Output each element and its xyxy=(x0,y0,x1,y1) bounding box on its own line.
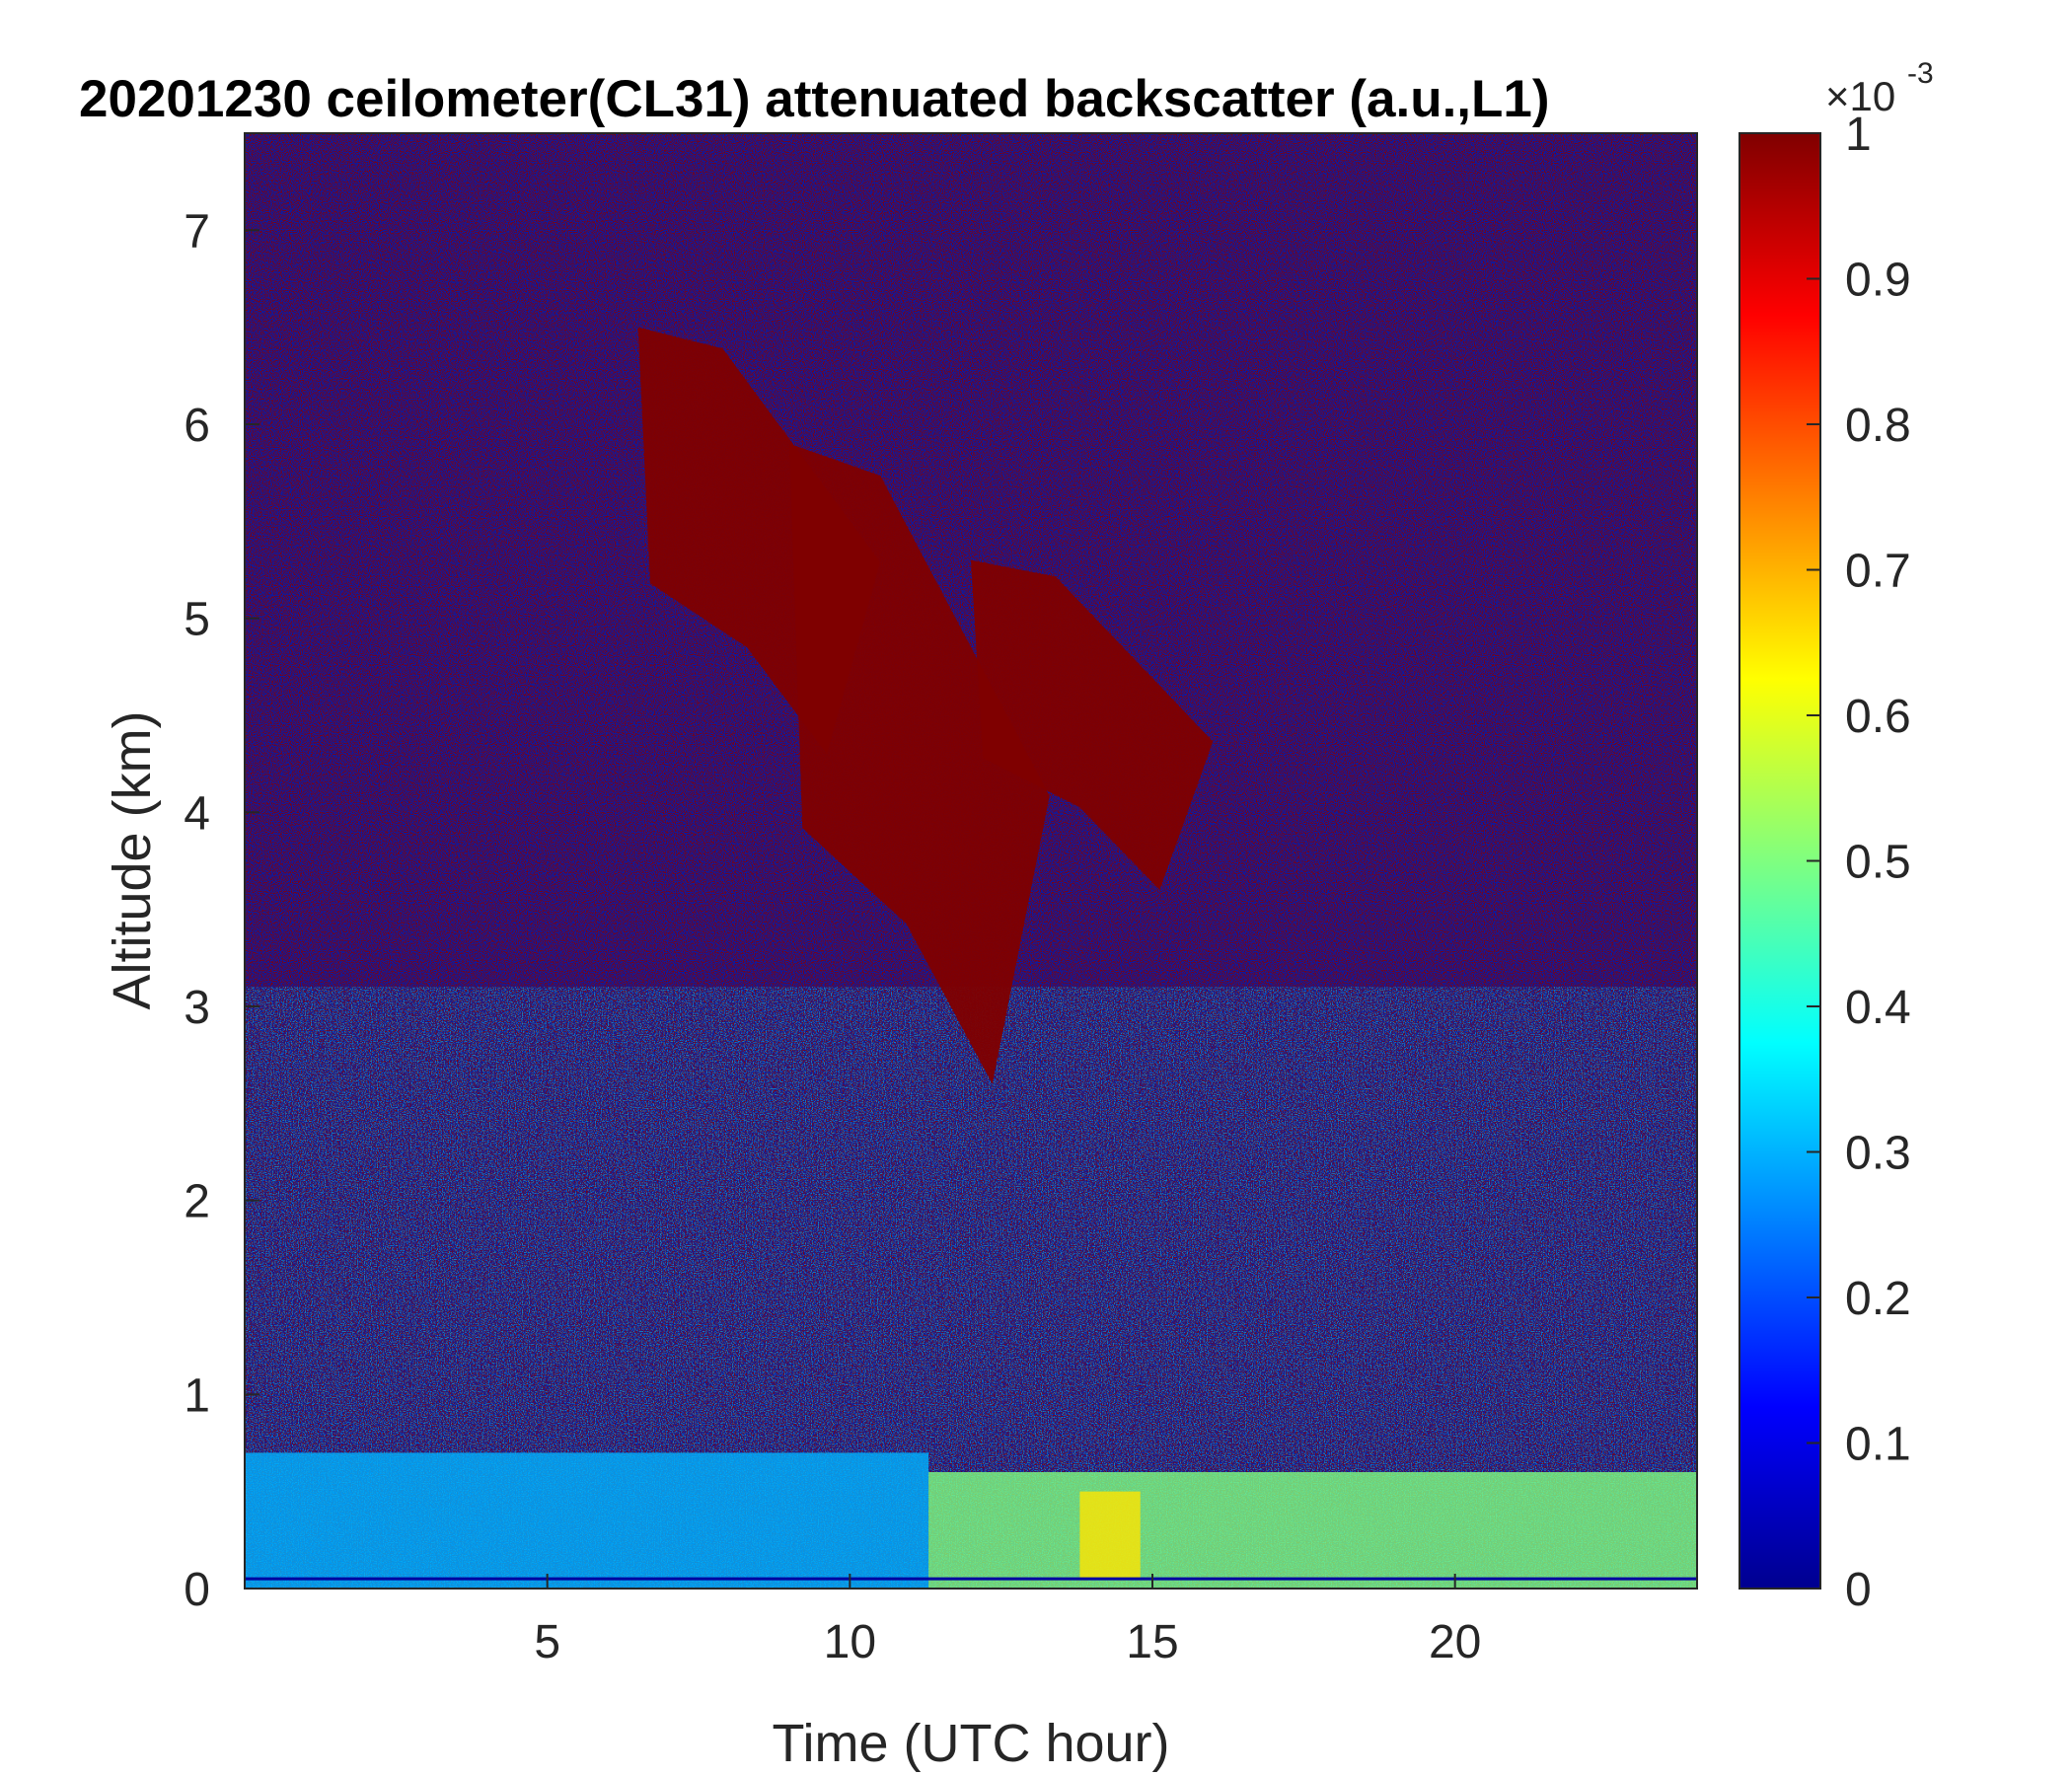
colorbar-scale-exponent: -3 xyxy=(1907,57,1934,90)
y-tick-label: 4 xyxy=(184,787,210,840)
chart-title: 20201230 ceilometer(CL31) attenuated bac… xyxy=(79,70,1550,128)
y-tick-label: 1 xyxy=(184,1369,210,1422)
colorbar-tick-label: 0 xyxy=(1845,1564,1872,1616)
heatmap-feature xyxy=(1079,1491,1141,1580)
plot-area xyxy=(245,133,1697,1589)
y-axis: 0 1 2 3 4 5 6 7 xyxy=(184,205,259,1616)
colorbar-tick-label: 1 xyxy=(1845,109,1872,161)
y-tick-label: 7 xyxy=(184,205,210,258)
colorbar-scale-label: ×10 xyxy=(1825,73,1895,119)
y-axis-label: Altitude (km) xyxy=(103,710,162,1009)
plot-frame xyxy=(244,132,1698,1590)
colorbar-tick-label: 0.4 xyxy=(1845,982,1911,1034)
colorbar-tick-label: 0.3 xyxy=(1845,1128,1911,1180)
heatmap-feature xyxy=(971,559,1214,890)
x-tick-label: 5 xyxy=(534,1616,560,1668)
x-axis: 5 10 15 20 xyxy=(534,1574,1481,1668)
colorbar-tick-label: 0.9 xyxy=(1845,255,1911,307)
y-tick-label: 3 xyxy=(184,982,210,1034)
x-axis-label: Time (UTC hour) xyxy=(772,1714,1169,1773)
y-tick-label: 6 xyxy=(184,400,210,452)
heatmap-feature xyxy=(928,1472,1697,1589)
y-tick-label: 0 xyxy=(184,1564,210,1616)
colorbar-tick-label: 0.1 xyxy=(1845,1419,1911,1471)
x-tick-label: 10 xyxy=(824,1616,876,1668)
x-tick-label: 20 xyxy=(1429,1616,1481,1668)
y-tick-label: 5 xyxy=(184,594,210,646)
colorbar-tick-label: 0.7 xyxy=(1845,546,1911,598)
x-tick-label: 15 xyxy=(1126,1616,1178,1668)
heatmap-feature xyxy=(789,443,1050,1084)
colorbar-ticks: 0 0.1 0.2 0.3 0.4 0.5 0.6 0.7 0.8 0.9 1 xyxy=(1807,109,1911,1616)
heatmap-feature xyxy=(245,1452,929,1589)
colorbar-tick-label: 0.6 xyxy=(1845,691,1911,743)
colorbar-tick-label: 0.5 xyxy=(1845,837,1911,889)
heatmap-features xyxy=(245,327,1697,1589)
y-tick-label: 2 xyxy=(184,1176,210,1228)
colorbar-tick-label: 0.2 xyxy=(1845,1273,1911,1325)
colorbar-tick-label: 0.8 xyxy=(1845,400,1911,452)
